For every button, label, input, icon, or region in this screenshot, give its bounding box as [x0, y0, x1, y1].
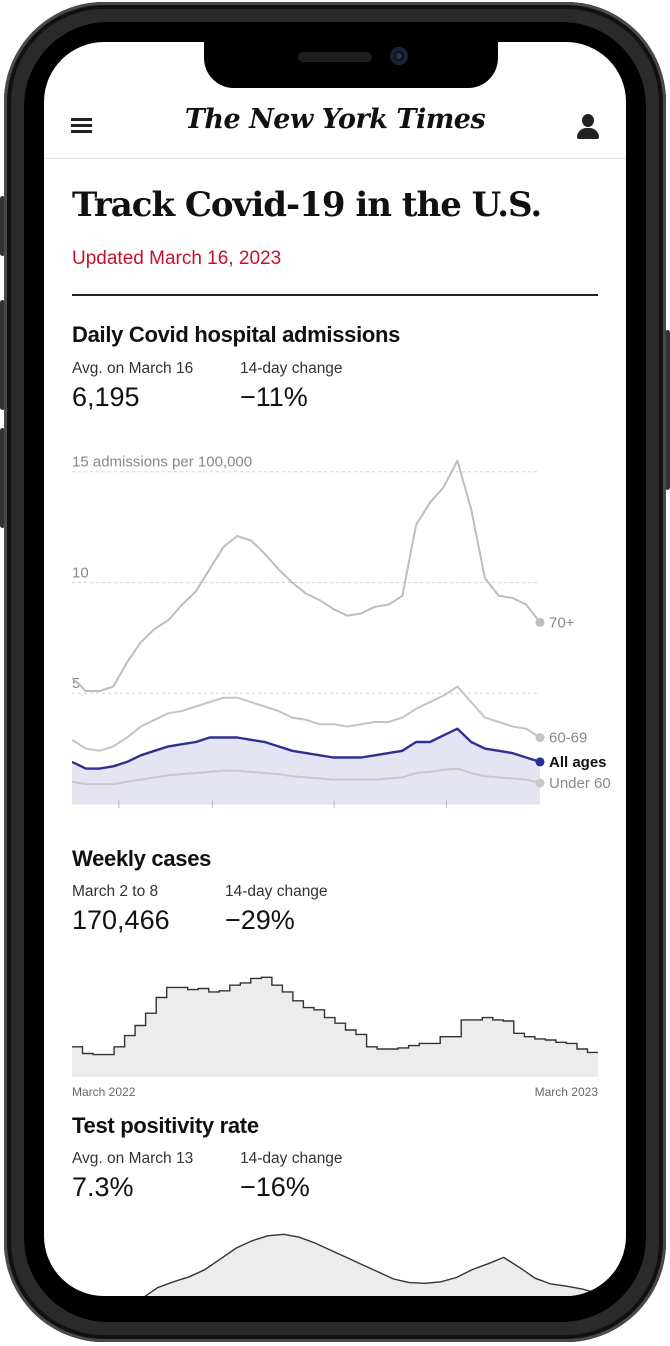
cases-range-label: March 2 to 8	[72, 883, 159, 900]
hospital-section-title: Daily Covid hospital admissions	[72, 322, 401, 347]
cases-change-label: 14-day change	[225, 883, 328, 900]
cases-section-title: Weekly cases	[72, 846, 212, 871]
user-account-icon[interactable]	[576, 114, 600, 142]
hospital-avg-value: 6,195	[72, 382, 140, 412]
y-tick-label: 10	[72, 564, 89, 581]
series-label-60-69: 60-69	[549, 730, 587, 747]
series-line-under-60	[72, 767, 541, 786]
side-button-left-3	[0, 428, 5, 528]
speaker	[298, 52, 372, 62]
test-positivity-chart	[144, 1233, 598, 1296]
series-label-under-60: Under 60	[549, 775, 611, 792]
site-header: The New York Times	[44, 92, 626, 159]
nyt-logo[interactable]: The New York Times	[184, 104, 486, 135]
positivity-area	[145, 1234, 598, 1296]
weekly-cases-chart: March 2022 March 2023	[72, 976, 598, 1097]
positivity-avg-label: Avg. on March 13	[72, 1150, 194, 1167]
cases-value: 170,466	[72, 905, 170, 935]
series-line-60-69	[72, 685, 541, 752]
y-tick-label: 5	[72, 675, 80, 692]
cases-change-value: −29%	[225, 905, 295, 935]
cases-line	[72, 976, 598, 1056]
screen: The New York Times Track Covid-19 in the…	[44, 42, 626, 1296]
hamburger-menu-icon[interactable]	[71, 118, 93, 134]
y-tick-label: 15 admissions per 100,000	[72, 454, 252, 471]
series-label-all-ages: All ages	[549, 754, 607, 771]
page-title: Track Covid-19 in the U.S.	[72, 185, 542, 225]
title-divider	[72, 294, 598, 296]
series-end-dot-60-69	[535, 733, 545, 743]
positivity-change-value: −16%	[240, 1172, 310, 1202]
series-area-all-ages	[72, 728, 540, 804]
positivity-avg-value: 7.3%	[72, 1172, 134, 1202]
side-button-left-1	[0, 196, 5, 256]
series-label-70-: 70+	[549, 614, 575, 631]
notch	[204, 42, 498, 88]
side-button-right	[665, 330, 670, 490]
x-label-end: March 2023	[535, 1085, 598, 1097]
hospital-change-value: −11%	[240, 382, 308, 412]
front-camera	[390, 47, 408, 65]
series-end-dot-under-60	[535, 778, 545, 788]
positivity-change-label: 14-day change	[240, 1150, 343, 1167]
side-button-left-2	[0, 300, 5, 410]
series-end-dot-70-	[535, 617, 545, 627]
series-end-dot-all-ages	[535, 757, 545, 767]
series-line-70-	[72, 459, 541, 692]
cases-area	[72, 977, 598, 1077]
updated-date: Updated March 16, 2023	[72, 248, 282, 269]
x-label-start: March 2022	[72, 1085, 136, 1097]
series-line-all-ages	[72, 727, 541, 770]
positivity-line	[144, 1233, 598, 1296]
hospital-change-label: 14-day change	[240, 360, 343, 377]
positivity-section-title: Test positivity rate	[72, 1113, 259, 1138]
hospital-admissions-chart: 15 admissions per 100,000 10 5 70+ 60-69 All …	[72, 454, 611, 808]
hospital-avg-label: Avg. on March 16	[72, 360, 194, 377]
